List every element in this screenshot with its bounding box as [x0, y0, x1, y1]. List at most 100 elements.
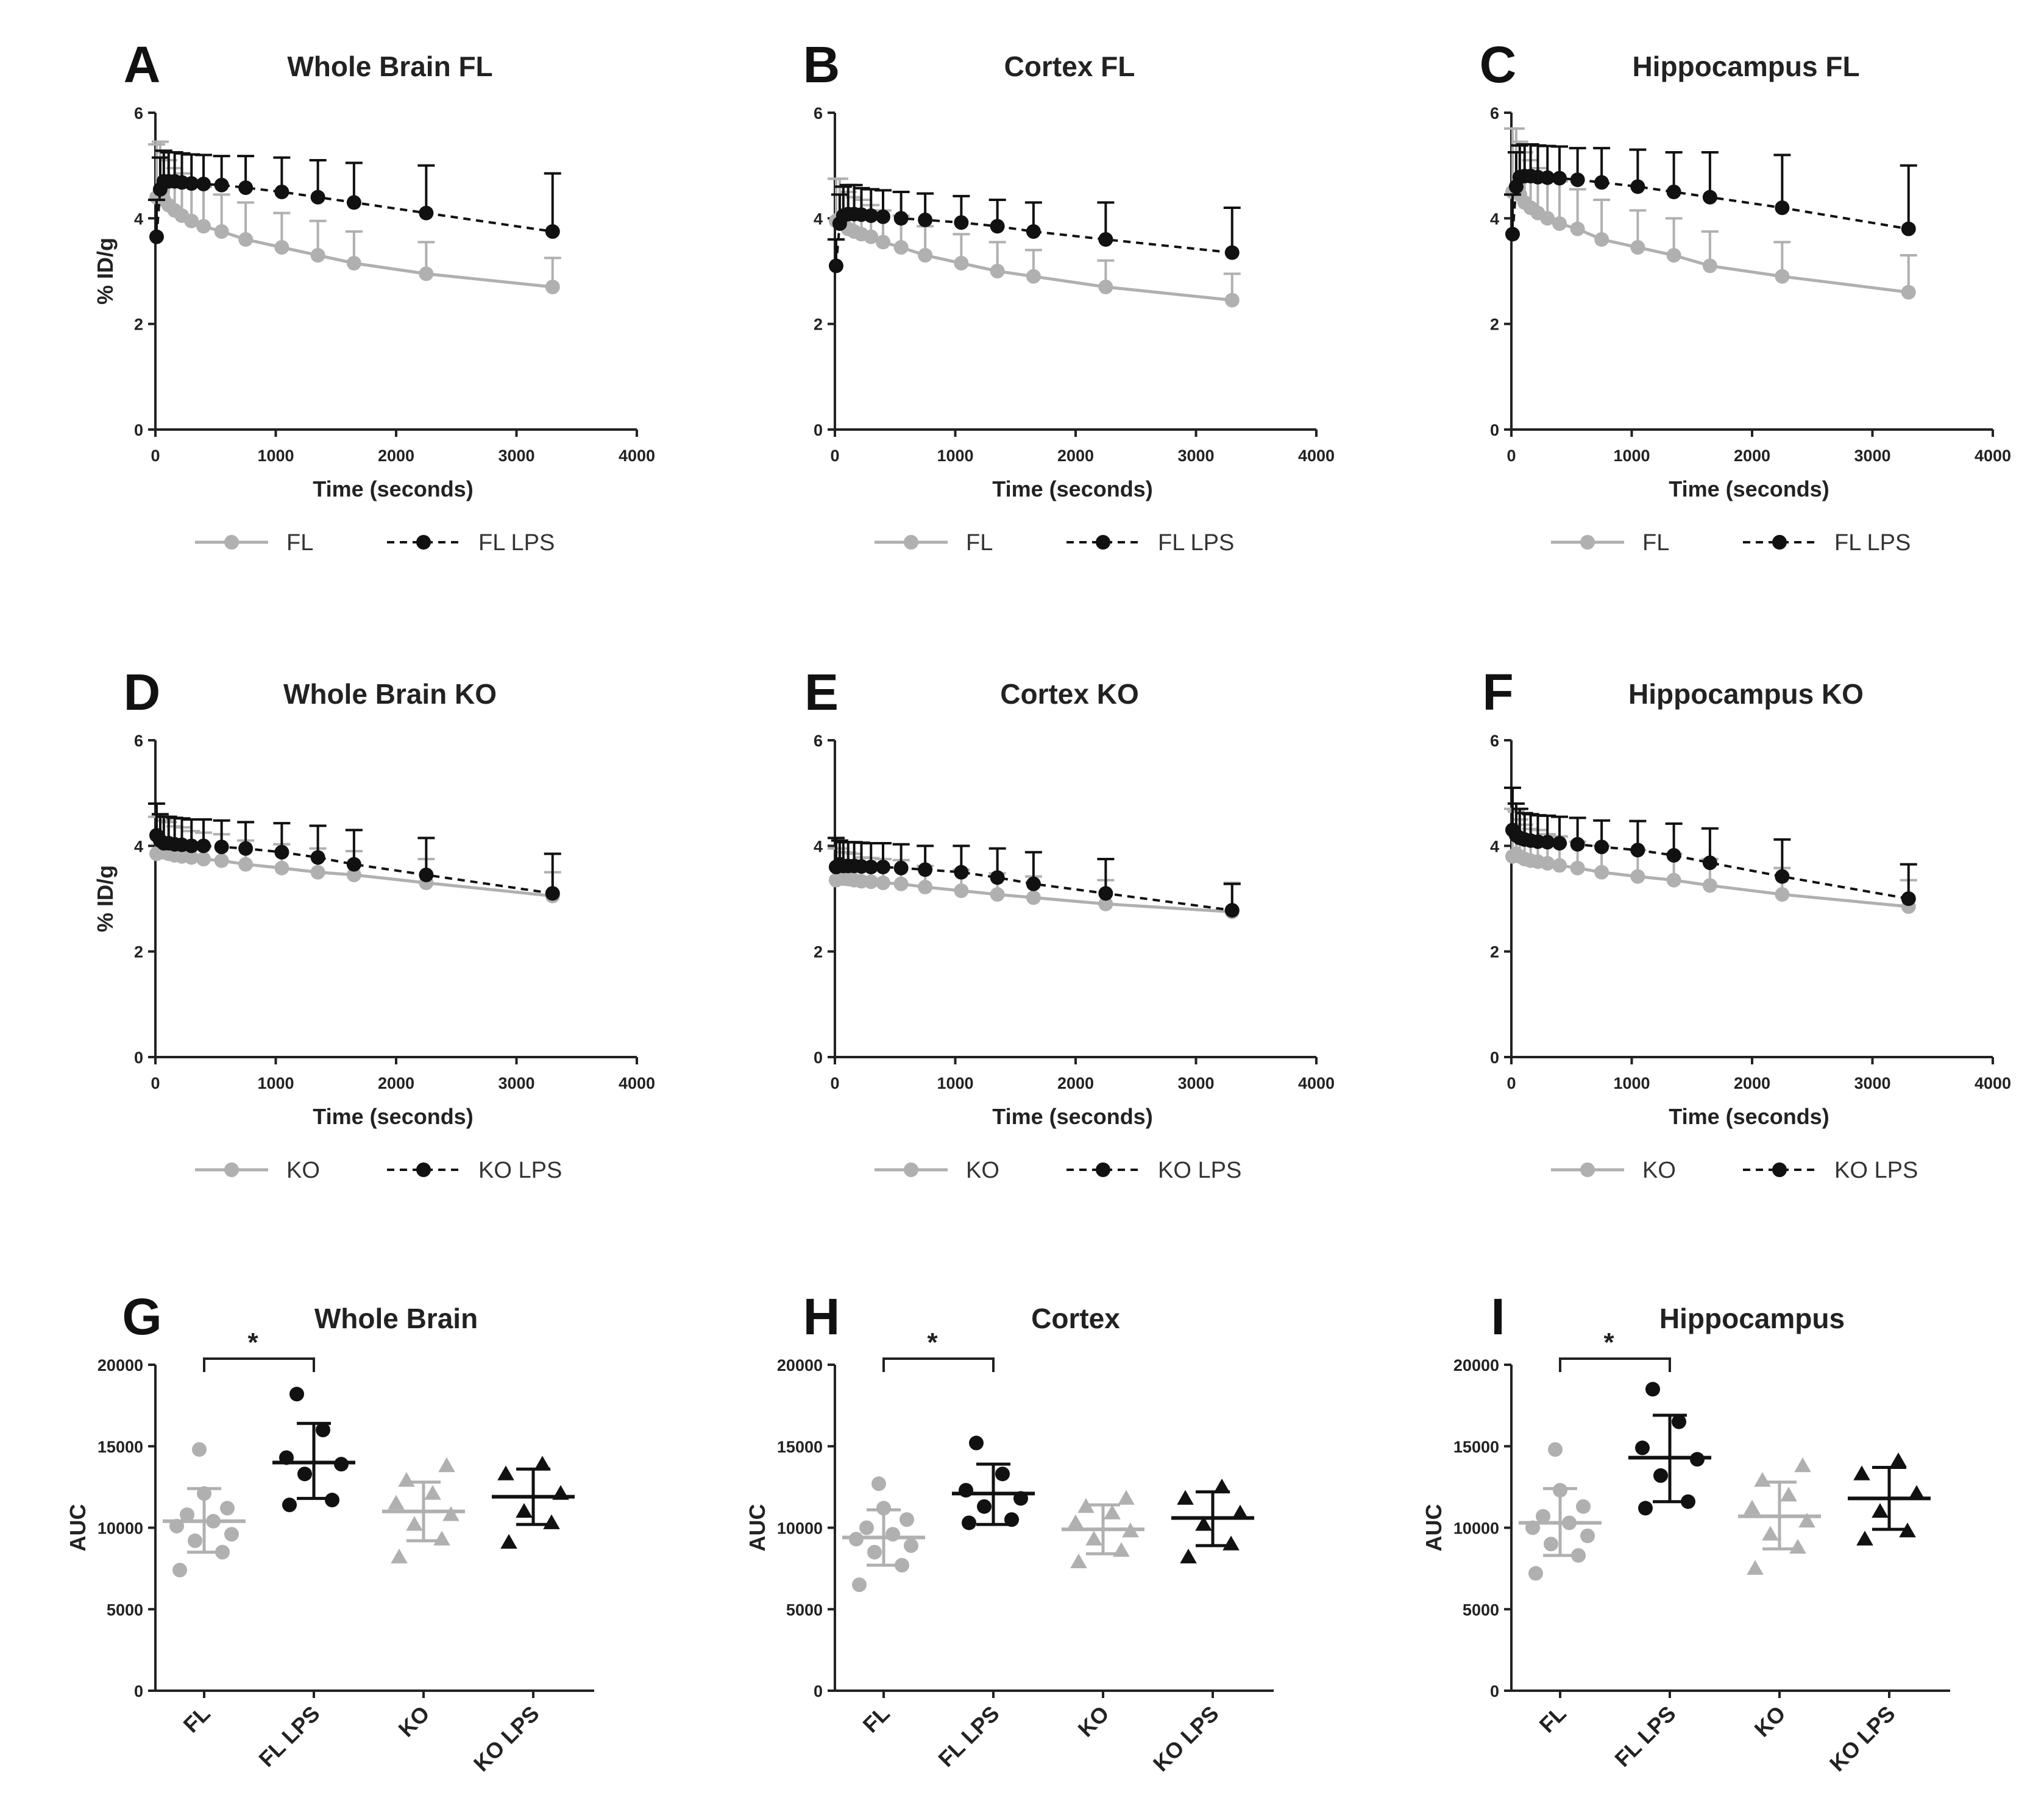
- data-point: [1540, 170, 1555, 185]
- data-point: [1630, 240, 1645, 255]
- data-point: [238, 232, 254, 247]
- data-point: [1901, 891, 1916, 906]
- significance-bracket: [203, 1357, 315, 1372]
- data-point: [196, 177, 211, 191]
- data-point: [1098, 280, 1113, 294]
- data-point: [1594, 175, 1609, 190]
- data-point: [1594, 232, 1609, 247]
- data-point: [1901, 285, 1916, 300]
- y-tick-label: 0: [134, 1049, 143, 1067]
- data-point: [346, 195, 361, 210]
- data-point: [864, 208, 879, 223]
- group-ko: [1738, 1457, 1821, 1575]
- data-point: [954, 256, 969, 271]
- x-axis-label: Time (seconds): [1669, 476, 1829, 501]
- legend-item: FL: [1551, 530, 1669, 556]
- data-point: [1630, 179, 1645, 194]
- data-point: [1798, 1513, 1815, 1528]
- data-point: [1026, 890, 1041, 905]
- data-point: [918, 212, 933, 227]
- legend-item: KO: [875, 1158, 999, 1183]
- panel-a: A Whole Brain FL 0 2 4 6 % ID/g 0 1000 2000 3000 40…: [93, 36, 655, 556]
- data-point: [885, 1527, 900, 1542]
- data-point: [1548, 1442, 1563, 1457]
- panel-f: F Hippocampus KO 0 2 4 6 0 1000 2000 3000 4000 Time…: [1482, 663, 2011, 1183]
- panel-letter: B: [803, 36, 840, 93]
- data-point: [545, 886, 560, 901]
- data-point: [871, 1476, 886, 1491]
- x-tick-label: 1000: [1613, 447, 1650, 465]
- data-point: [500, 1534, 517, 1549]
- panel-c: C Hippocampus FL 0 2 4 6 0 1000 2000 3000 4000 Time…: [1480, 36, 2011, 556]
- legend-item: KO LPS: [1066, 1158, 1241, 1183]
- panel-letter: G: [122, 1288, 161, 1345]
- data-point: [1702, 855, 1717, 871]
- x-tick-label: 0: [1506, 1074, 1516, 1092]
- y-tick-label: 10000: [98, 1520, 143, 1538]
- data-point: [1222, 1535, 1240, 1551]
- group-fl-lps: [952, 1435, 1035, 1530]
- data-point: [1901, 221, 1916, 236]
- data-point: [188, 1533, 202, 1548]
- data-point: [1856, 1530, 1873, 1546]
- panel-e: E Cortex KO 0 2 4 6 0 1000 2000 3000 4000 Time (sec…: [804, 663, 1335, 1183]
- legend-item: FL LPS: [1743, 530, 1911, 556]
- data-point: [1195, 1516, 1212, 1531]
- data-point: [1104, 1504, 1121, 1520]
- y-tick-label: 20000: [1453, 1356, 1499, 1375]
- panel-title: Whole Brain: [314, 1303, 478, 1334]
- x-tick-label: 2000: [378, 447, 414, 465]
- y-tick-label: 2: [1490, 943, 1499, 961]
- data-point: [876, 876, 890, 890]
- data-point: [1540, 855, 1555, 871]
- data-point: [1672, 1414, 1686, 1429]
- data-point: [1789, 1538, 1806, 1554]
- data-point: [1070, 1553, 1087, 1569]
- group-fl: [842, 1476, 925, 1593]
- y-tick-label: 15000: [98, 1438, 143, 1456]
- data-point: [545, 280, 560, 294]
- data-point: [1681, 1494, 1695, 1509]
- data-point: [346, 868, 361, 882]
- data-point: [1177, 1490, 1194, 1505]
- series-ko-lps: [147, 802, 561, 901]
- data-point: [954, 215, 969, 230]
- significance-bracket: [882, 1357, 995, 1372]
- data-point: [346, 857, 361, 872]
- group-ko-lps: [1848, 1452, 1931, 1546]
- data-point: [1576, 1499, 1591, 1514]
- panel-letter: I: [1491, 1288, 1505, 1345]
- data-point: [1528, 1566, 1543, 1581]
- x-tick-label: FL: [1535, 1701, 1571, 1738]
- data-point: [1224, 903, 1240, 918]
- data-point: [196, 852, 211, 866]
- data-point: [419, 868, 434, 882]
- data-point: [224, 1527, 239, 1542]
- data-point: [1666, 847, 1681, 863]
- panel-letter: C: [1480, 36, 1517, 93]
- group-fl: [163, 1442, 246, 1578]
- data-point: [876, 860, 890, 874]
- data-point: [876, 209, 890, 224]
- legend-item: FL LPS: [387, 530, 555, 556]
- y-tick-label: 0: [1490, 421, 1499, 439]
- x-tick-label: 3000: [498, 1074, 534, 1092]
- data-point: [543, 1514, 560, 1529]
- x-tick-label: KO LPS: [1148, 1701, 1224, 1777]
- x-tick-label: FL LPS: [933, 1701, 1004, 1772]
- x-tick-label: 4000: [1298, 1074, 1335, 1092]
- x-tick-label: 0: [1506, 447, 1516, 465]
- data-point: [1762, 1526, 1779, 1541]
- x-tick-label: 4000: [619, 1074, 655, 1092]
- data-point: [1666, 248, 1681, 263]
- data-point: [1544, 1537, 1558, 1552]
- data-point: [325, 1493, 339, 1508]
- data-point: [995, 1467, 1010, 1482]
- y-tick-label: 0: [134, 1682, 143, 1700]
- y-tick-label: 2: [134, 316, 143, 334]
- y-axis-label: % ID/g: [93, 865, 118, 932]
- data-point: [1552, 216, 1567, 231]
- data-point: [1026, 876, 1041, 891]
- y-tick-label: 15000: [1453, 1438, 1499, 1456]
- data-point: [918, 862, 933, 877]
